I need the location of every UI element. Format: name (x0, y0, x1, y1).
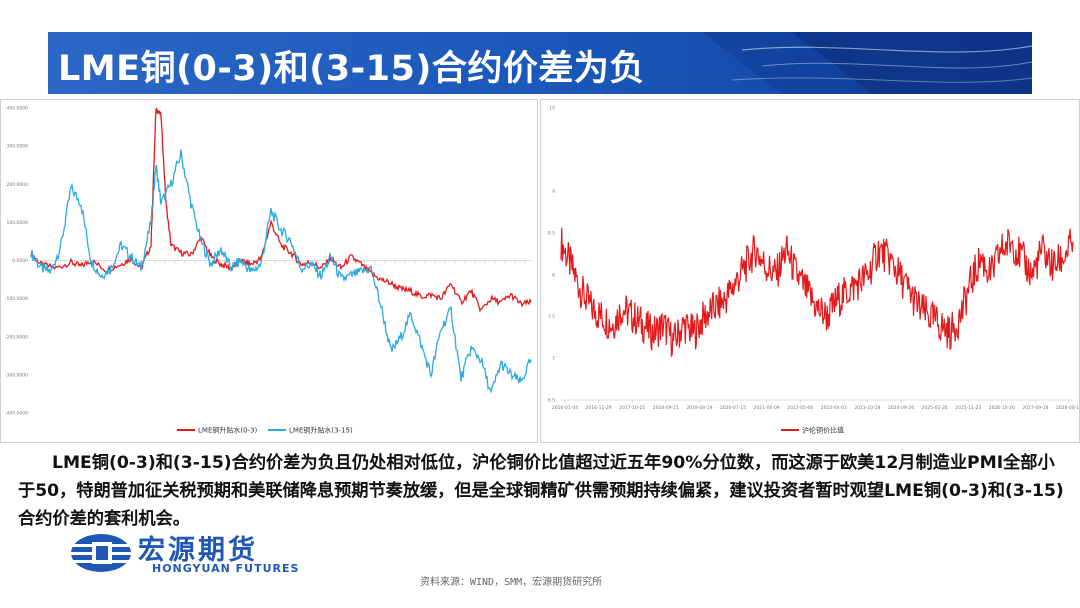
series-line-spread-0-3 (30, 107, 532, 313)
y-tick-label: 400.0000 (7, 106, 29, 112)
legend-spread-3-15-label: LME铜升贴水(3-15) (289, 426, 353, 435)
analysis-paragraph: LME铜(0-3)和(3-15)合约价差为负且仍处相对低位，沪伦铜价比值超过近五… (18, 449, 1064, 533)
legend-ratio-label: 沪伦铜价比值 (802, 426, 844, 435)
x-tick-label: 2020-07-15 (720, 405, 746, 411)
y-tick-label: 0.0000 (12, 258, 28, 264)
slide-title: LME铜(0-3)和(3-15)合约价差为负 (58, 49, 645, 89)
series-line-spread-3-15 (30, 149, 532, 394)
y-tick-label: 10 (549, 106, 555, 112)
analysis-text: LME铜(0-3)和(3-15)合约价差为负且仍处相对低位，沪伦铜价比值超过近五… (18, 453, 1064, 529)
company-logo: 宏源期货 HONGYUAN FUTURES (70, 530, 310, 578)
x-tick-label: 2017-10-25 (619, 405, 645, 411)
x-tick-label: 2019-08-19 (686, 405, 712, 411)
x-tick-label: 2028-08-15 (1056, 405, 1079, 411)
series-line-shfe-lme-ratio (560, 227, 1074, 358)
hongyuan-logo-icon (70, 534, 132, 572)
x-tick-label: 2027-09-18 (1022, 405, 1048, 411)
slide-title-bar: LME铜(0-3)和(3-15)合约价差为负 (48, 32, 1032, 94)
logo-chinese-name: 宏源期货 (138, 535, 258, 566)
lme-spread-chart: 400.0000 300.0000 200.0000 100.0000 0.0000 -1… (5, 106, 532, 435)
x-tick-label: 2024-09-26 (888, 405, 914, 411)
y-tick-label: 9 (552, 189, 555, 195)
x-tick-label: 2022-05-06 (787, 405, 813, 411)
shfe-lme-ratio-chart-panel: 10 9 8.5 8 7.5 7 6.5 2016-01-04 2016-11-29 2017-1… (540, 99, 1080, 443)
x-tick-label: 2023-04-03 (821, 405, 847, 411)
lme-spread-chart-panel: 400.0000 300.0000 200.0000 100.0000 0.0000 -1… (0, 99, 538, 443)
y-tick-label: 8.5 (548, 231, 555, 237)
x-tick-label: 2021-06-09 (754, 405, 780, 411)
y-tick-label: 100.0000 (7, 220, 29, 226)
x-tick-label: 2023-10-28 (854, 405, 880, 411)
y-tick-label: 6.5 (548, 398, 555, 404)
x-tick-label: 2026-10-20 (989, 405, 1015, 411)
legend-spread-0-3-label: LME铜升贴水(0-3) (198, 426, 258, 435)
y-tick-label: 7.5 (548, 314, 555, 320)
y-tick-label: -400.0000 (5, 411, 28, 417)
source-note: 资料来源：WIND，SMM，宏源期货研究所 (420, 577, 603, 588)
y-tick-label: 7 (552, 356, 555, 362)
x-tick-label: 2016-01-04 (552, 405, 578, 411)
y-tick-label: 300.0000 (7, 144, 29, 150)
y-tick-label: -300.0000 (5, 372, 28, 378)
y-tick-label: -200.0000 (5, 334, 28, 340)
y-tick-label: -100.0000 (5, 296, 28, 302)
x-tick-label: 2025-01-26 (922, 405, 948, 411)
x-tick-label: 2025-11-23 (955, 405, 981, 411)
x-tick-label: 2016-11-29 (586, 405, 612, 411)
y-tick-label: 8 (552, 272, 555, 278)
title-stripe-decoration (702, 32, 1032, 94)
y-tick-label: 200.0000 (7, 182, 29, 188)
logo-english-name: HONGYUAN FUTURES (152, 562, 300, 575)
x-tick-label: 2018-09-21 (653, 405, 679, 411)
